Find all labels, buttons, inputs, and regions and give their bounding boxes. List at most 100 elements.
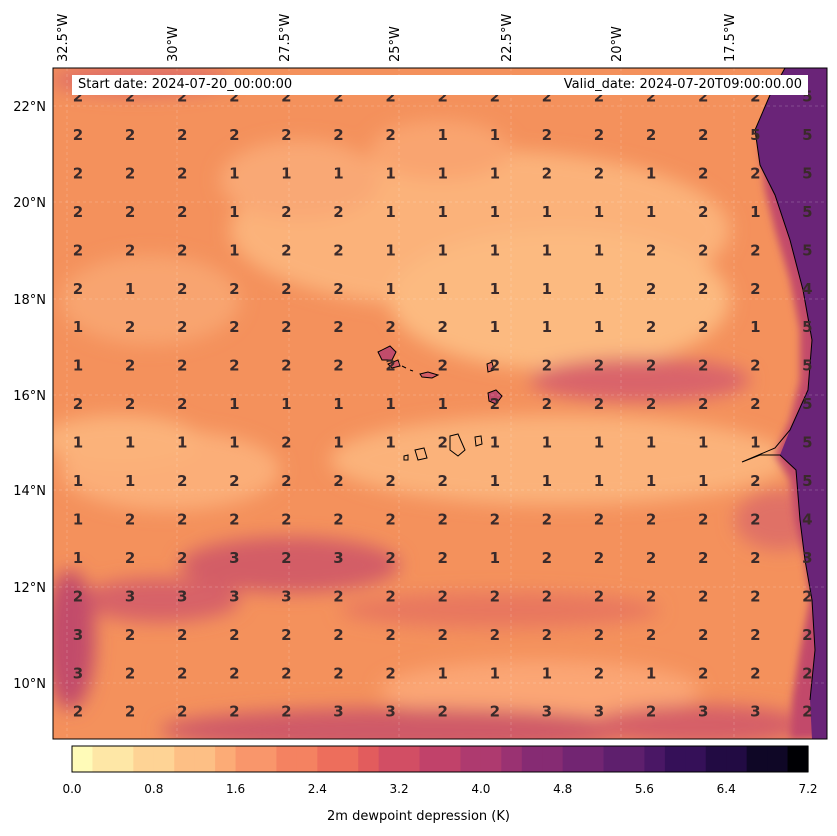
lat-label: 20°N: [13, 196, 46, 211]
grid-value: 2: [229, 511, 239, 529]
grid-value: 2: [281, 703, 291, 721]
colorbar-frame: [71, 745, 809, 773]
grid-value: 2: [437, 703, 447, 721]
grid-value: 2: [125, 703, 135, 721]
grid-value: 3: [73, 626, 83, 644]
grid-value: 2: [594, 164, 604, 182]
colorbar-swatch: [624, 746, 646, 772]
grid-value: 1: [542, 318, 552, 336]
grid-value: 2: [125, 203, 135, 221]
colorbar-swatch: [787, 746, 809, 772]
grid-value: 2: [125, 395, 135, 413]
grid-value: 2: [177, 126, 187, 144]
grid-value: 2: [177, 241, 187, 259]
grid-value: 3: [542, 703, 552, 721]
grid-value: 1: [73, 434, 83, 452]
grid-value: 2: [73, 88, 83, 106]
colorbar-tick: 4.8: [553, 782, 572, 796]
lon-label: 30°W: [166, 26, 181, 62]
latitude-axis: 22°N 20°N 18°N 16°N 14°N 12°N 10°N: [13, 100, 46, 692]
colorbar-swatch: [542, 746, 564, 772]
grid-value: 2: [802, 703, 812, 721]
grid-value: 2: [542, 511, 552, 529]
grid-value: 1: [542, 203, 552, 221]
grid-value: 2: [646, 587, 656, 605]
grid-value: 2: [594, 511, 604, 529]
grid-value: 2: [646, 626, 656, 644]
grid-value: 5: [802, 126, 812, 144]
grid-value: 2: [490, 88, 500, 106]
grid-value: 2: [750, 549, 760, 567]
grid-value: 2: [698, 88, 708, 106]
grid-value: 2: [73, 126, 83, 144]
grid-value: 3: [594, 703, 604, 721]
grid-value: 2: [333, 664, 343, 682]
colorbar-tick: 6.4: [717, 782, 736, 796]
grid-value: 2: [177, 511, 187, 529]
grid-value: 2: [437, 587, 447, 605]
grid-value: 2: [281, 203, 291, 221]
grid-value: 1: [437, 280, 447, 298]
grid-value: 3: [281, 587, 291, 605]
colorbar-swatch: [583, 746, 605, 772]
grid-value: 2: [437, 549, 447, 567]
colorbar-swatch: [440, 746, 462, 772]
colorbar-tick: 2.4: [308, 782, 327, 796]
grid-value: 2: [490, 357, 500, 375]
grid-value: 2: [542, 357, 552, 375]
grid-value: 2: [385, 472, 395, 490]
grid-value: 2: [281, 511, 291, 529]
grid-value: 1: [542, 280, 552, 298]
grid-value: 2: [281, 664, 291, 682]
grid-value: 2: [594, 395, 604, 413]
grid-value: 2: [437, 626, 447, 644]
grid-value: 2: [750, 357, 760, 375]
valid-date-label: Valid_date: 2024-07-20T09:00:00.00: [563, 77, 802, 92]
grid-value: 1: [125, 472, 135, 490]
grid-value: 2: [229, 126, 239, 144]
start-date-label: Start date: 2024-07-20_00:00:00: [78, 77, 293, 92]
grid-value: 2: [698, 241, 708, 259]
grid-value: 1: [542, 434, 552, 452]
grid-value: 2: [177, 203, 187, 221]
colorbar-swatch: [337, 746, 359, 772]
lon-label: 17.5°W: [723, 14, 738, 62]
grid-value: 2: [646, 703, 656, 721]
colorbar-swatch: [235, 746, 257, 772]
grid-value: 1: [542, 472, 552, 490]
map-frame: [52, 67, 828, 740]
grid-value: 2: [750, 587, 760, 605]
grid-value: 2: [385, 626, 395, 644]
grid-value: 4: [802, 511, 812, 529]
grid-value: 2: [698, 126, 708, 144]
grid-value: 2: [125, 164, 135, 182]
colorbar-swatch: [72, 746, 94, 772]
grid-value: 1: [490, 434, 500, 452]
grid-value: 2: [698, 549, 708, 567]
grid-value: 2: [281, 241, 291, 259]
grid-value: 1: [750, 318, 760, 336]
grid-value: 2: [437, 511, 447, 529]
grid-value: 2: [281, 357, 291, 375]
grid-value: 2: [177, 280, 187, 298]
grid-value: 2: [750, 472, 760, 490]
colorbar-swatch: [562, 746, 584, 772]
lat-label: 14°N: [13, 484, 46, 499]
grid-value: 2: [333, 587, 343, 605]
grid-value: 2: [542, 88, 552, 106]
grid-value: 3: [333, 549, 343, 567]
grid-value: 2: [385, 549, 395, 567]
grid-value: 1: [490, 472, 500, 490]
grid-value: 1: [594, 472, 604, 490]
grid-value: 1: [281, 395, 291, 413]
grid-value: 2: [437, 357, 447, 375]
grid-value: 1: [490, 549, 500, 567]
grid-value: 1: [490, 318, 500, 336]
grid-value: 1: [542, 241, 552, 259]
grid-value: 2: [177, 88, 187, 106]
lat-label: 22°N: [13, 100, 46, 115]
grid-value: 5: [802, 241, 812, 259]
grid-value: 2: [281, 626, 291, 644]
colorbar-swatch: [112, 746, 134, 772]
grid-value: 2: [229, 703, 239, 721]
